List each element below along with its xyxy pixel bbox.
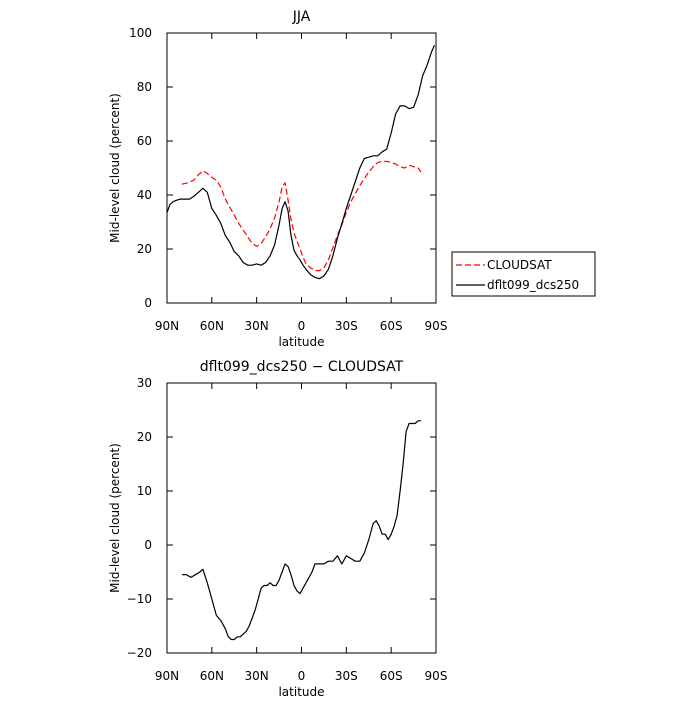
- bottom-x-tick-label: 30N: [245, 669, 269, 683]
- legend-entry: CLOUDSAT: [487, 258, 552, 272]
- bottom-x-tick-label: 90N: [155, 669, 179, 683]
- top-y-axis-label: Mid-level cloud (percent): [108, 93, 122, 243]
- bottom-series-line-difference: [181, 420, 422, 641]
- top-series-line-cloudsat: [181, 160, 422, 272]
- top-panel: JJA 90N 60N 30N 0 30S 60S 90S 0 20 40 60 80 100 latitu…: [108, 9, 596, 349]
- bottom-x-axis-label: latitude: [278, 685, 324, 699]
- bottom-y-tick-label: 20: [137, 430, 152, 444]
- top-chart-title: JJA: [292, 9, 311, 25]
- bottom-x-tick-label: 60S: [380, 669, 403, 683]
- top-y-tick-label: 60: [137, 134, 152, 148]
- top-y-tick-label: 0: [144, 296, 152, 310]
- bottom-y-tick-label: 0: [144, 538, 152, 552]
- top-x-tick-label: 60N: [200, 319, 224, 333]
- bottom-x-tick-label: 0: [298, 669, 306, 683]
- top-x-tick-label: 90N: [155, 319, 179, 333]
- top-y-tick-label: 80: [137, 80, 152, 94]
- top-x-tick-label: 0: [298, 319, 306, 333]
- top-x-tick-label: 30S: [335, 319, 358, 333]
- bottom-y-tick-label: −20: [127, 646, 152, 660]
- bottom-x-tick-label: 30S: [335, 669, 358, 683]
- top-y-tick-label: 100: [129, 26, 152, 40]
- bottom-plot-frame: [166, 382, 437, 654]
- top-y-tick-label: 40: [137, 188, 152, 202]
- legend-entry: dflt099_dcs250: [487, 278, 579, 292]
- top-series-line-dflt099-dcs250: [166, 44, 436, 280]
- top-x-tick-label: 90S: [425, 319, 448, 333]
- top-y-tick-label: 20: [137, 242, 152, 256]
- bottom-y-tick-label: 10: [137, 484, 152, 498]
- bottom-chart-title: dflt099_dcs250 − CLOUDSAT: [200, 359, 404, 375]
- top-x-tick-label: 30N: [245, 319, 269, 333]
- bottom-y-axis-label: Mid-level cloud (percent): [108, 443, 122, 593]
- bottom-panel: dflt099_dcs250 − CLOUDSAT 90N 60N 30N 0 30S 60…: [108, 359, 447, 699]
- legend: CLOUDSAT dflt099_dcs250: [451, 251, 596, 297]
- legend-box: [451, 251, 596, 297]
- bottom-x-tick-label: 90S: [425, 669, 448, 683]
- top-x-axis-label: latitude: [278, 335, 324, 349]
- bottom-x-tick-label: 60N: [200, 669, 224, 683]
- bottom-y-tick-label: −10: [127, 592, 152, 606]
- bottom-y-tick-label: 30: [137, 376, 152, 390]
- top-x-tick-label: 60S: [380, 319, 403, 333]
